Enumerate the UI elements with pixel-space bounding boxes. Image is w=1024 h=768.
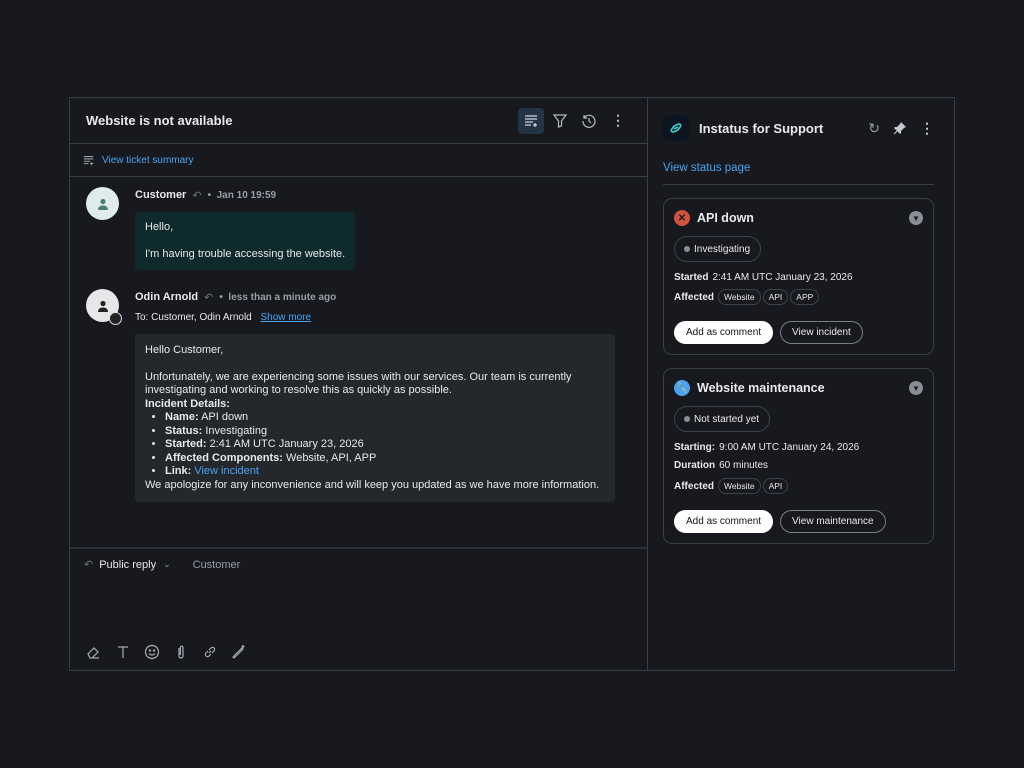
filter-icon: [553, 113, 567, 128]
more-vertical-icon[interactable]: ⋮: [920, 119, 934, 136]
message-customer: Customer ↶ • Jan 10 19:59 Hello, I'm havin…: [86, 187, 356, 270]
details-title: Incident Details:: [145, 397, 230, 410]
list-sparkle-icon: [83, 155, 94, 165]
ticket-header: Website is not available ⋮: [70, 98, 647, 144]
greeting: Hello Customer,: [145, 344, 224, 356]
component-tag: API: [762, 478, 789, 494]
view-maintenance-button[interactable]: View maintenance: [780, 510, 886, 533]
link-icon[interactable]: [202, 644, 218, 660]
view-ticket-summary-link[interactable]: View ticket summary: [102, 154, 194, 166]
author-name: Odin Arnold: [135, 291, 199, 303]
message-agent: Odin Arnold ↶ • less than a minute ago To:…: [86, 289, 615, 502]
card-title: Website maintenance: [697, 381, 825, 395]
time-label: Started: [674, 272, 709, 283]
maintenance-card: 🔧 Website maintenance ▼ Not started yet St…: [663, 368, 934, 544]
card-title: API down: [697, 211, 754, 225]
list-sparkle-icon: [525, 114, 537, 127]
closing: We apologize for any inconvenience and w…: [145, 478, 600, 491]
magic-wand-icon[interactable]: [231, 644, 247, 660]
message-body: Hello, I'm having trouble accessing the …: [135, 212, 356, 270]
time-value: 9:00 AM UTC January 24, 2026: [719, 442, 860, 453]
status-badge: Not started yet: [674, 406, 771, 432]
detail-item: Status: Investigating: [165, 425, 605, 439]
message-line: Hello,: [145, 221, 174, 233]
detail-item: Link: View incident: [165, 465, 605, 479]
wrench-icon: 🔧: [674, 380, 690, 396]
add-as-comment-button[interactable]: Add as comment: [674, 510, 774, 533]
headset-icon: [109, 312, 122, 325]
text-format-icon[interactable]: [115, 644, 131, 660]
view-incident-link[interactable]: View incident: [194, 465, 259, 477]
message-line: I'm having trouble accessing the website…: [145, 247, 346, 260]
emoji-icon[interactable]: [144, 644, 160, 660]
instatus-logo: [663, 115, 689, 141]
ticket-title: Website is not available: [86, 113, 233, 128]
composer-toolbar: [86, 644, 247, 660]
component-tag: Website: [718, 478, 761, 494]
affected-label: Affected: [674, 291, 715, 303]
component-tag: API: [762, 289, 789, 305]
view-status-page-link[interactable]: View status page: [663, 162, 751, 174]
duration-value: 60 minutes: [719, 460, 769, 471]
chevron-down-icon[interactable]: ▼: [909, 211, 923, 225]
chevron-down-icon[interactable]: ▼: [909, 381, 923, 395]
detail-item: Name: API down: [165, 411, 605, 425]
show-more-link[interactable]: Show more: [260, 312, 312, 323]
incident-card: ✕ API down ▼ Investigating Started 2:41 AM …: [663, 198, 934, 355]
incident-details-list: Name: API down Status: Investigating Sta…: [145, 411, 605, 479]
user-icon: [97, 198, 108, 210]
duration-label: Duration: [674, 460, 716, 471]
summary-button[interactable]: [518, 107, 544, 134]
status-badge: Investigating: [674, 236, 762, 262]
intro: Unfortunately, we are experiencing some …: [145, 370, 572, 397]
attachment-icon[interactable]: [173, 644, 189, 660]
ticket-panel: Website is not available ⋮ View ticket s…: [70, 98, 648, 670]
reply-arrow-icon: ↶: [192, 189, 202, 202]
history-icon: [582, 114, 596, 128]
app-frame: Website is not available ⋮ View ticket s…: [69, 97, 955, 671]
reply-mode-dropdown[interactable]: Public reply: [99, 558, 157, 571]
time-value: 2:41 AM UTC January 23, 2026: [712, 272, 853, 283]
history-button[interactable]: [576, 108, 602, 134]
filter-button[interactable]: [547, 108, 573, 134]
component-tag: APP: [790, 289, 820, 305]
message-time: Jan 10 19:59: [216, 189, 277, 201]
detail-item: Started: 2:41 AM UTC January 23, 2026: [165, 438, 605, 452]
component-tag: Website: [718, 289, 761, 305]
ticket-summary-row: View ticket summary: [70, 144, 647, 177]
chevron-down-icon[interactable]: ⌄: [163, 559, 171, 569]
reply-arrow-icon: ↶: [84, 559, 94, 571]
more-button[interactable]: ⋮: [605, 108, 631, 134]
reply-arrow-icon: ↶: [204, 291, 214, 304]
affected-label: Affected: [674, 480, 715, 492]
time-label: Starting:: [674, 442, 716, 453]
app-title: Instatus for Support: [699, 120, 824, 136]
pin-icon[interactable]: [893, 121, 907, 135]
message-body: Hello Customer, Unfortunately, we are ex…: [135, 334, 615, 502]
message-time: less than a minute ago: [228, 291, 337, 303]
reply-recipient[interactable]: Customer: [192, 558, 241, 571]
eraser-icon[interactable]: [86, 644, 102, 660]
view-incident-button[interactable]: View incident: [780, 321, 863, 344]
instatus-sidebar: Instatus for Support ↻ ⋮ View status pag…: [648, 98, 954, 670]
reply-composer[interactable]: ↶ Public reply ⌄ Customer: [70, 547, 647, 670]
avatar: [86, 289, 122, 325]
detail-item: Affected Components: Website, API, APP: [165, 452, 605, 466]
avatar: [86, 187, 119, 220]
refresh-icon[interactable]: ↻: [868, 119, 880, 136]
more-vertical-icon: ⋮: [611, 112, 625, 128]
add-as-comment-button[interactable]: Add as comment: [674, 321, 774, 344]
author-name: Customer: [135, 189, 187, 201]
recipients: To: Customer, Odin Arnold: [135, 312, 252, 323]
user-icon: [97, 300, 108, 312]
x-circle-icon: ✕: [674, 210, 690, 226]
